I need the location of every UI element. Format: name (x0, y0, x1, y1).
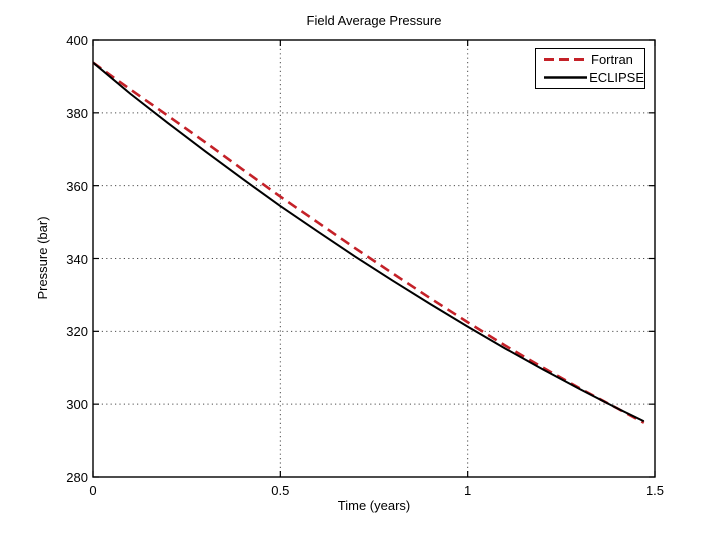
legend-entry-eclipse: ECLIPSE (543, 69, 644, 86)
y-tick-label: 300 (66, 397, 88, 413)
x-tick-label: 1.5 (645, 483, 665, 498)
chart-title: Field Average Pressure (306, 13, 442, 28)
x-tick-label: 1 (464, 483, 472, 498)
eclipse-solid-line-sample (544, 75, 588, 79)
y-tick-label: 360 (66, 178, 88, 194)
x-tick-label: 0 (89, 483, 97, 498)
legend: Fortran ECLIPSE (535, 48, 645, 89)
legend-entry-fortran: Fortran (543, 51, 644, 68)
y-axis-label: Pressure (bar) (35, 216, 50, 300)
legend-label-fortran: Fortran (591, 52, 633, 68)
legend-label-eclipse: ECLIPSE (589, 69, 644, 85)
x-tick-label: 0.5 (271, 483, 290, 498)
y-tick-label: 280 (66, 470, 88, 485)
y-tick-label: 400 (66, 33, 88, 48)
x-axis-label: Time (years) (337, 498, 411, 513)
fortran-dashed-line-sample (544, 58, 588, 62)
series-line-fortran (92, 61, 645, 424)
y-tick-label: 340 (66, 251, 88, 267)
y-tick-label: 320 (66, 324, 88, 340)
y-tick-label: 380 (66, 105, 88, 121)
series-line-eclipse (92, 61, 645, 423)
